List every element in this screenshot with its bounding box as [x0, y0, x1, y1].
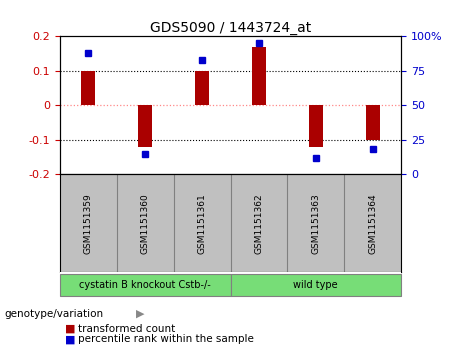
Title: GDS5090 / 1443724_at: GDS5090 / 1443724_at	[150, 21, 311, 35]
Bar	[138, 105, 152, 147]
Text: ■: ■	[65, 334, 75, 344]
Bar	[252, 46, 266, 105]
Text: ■: ■	[65, 323, 75, 334]
Bar	[81, 71, 95, 105]
Text: cystatin B knockout Cstb-/-: cystatin B knockout Cstb-/-	[79, 280, 211, 290]
Text: wild type: wild type	[294, 280, 338, 290]
Text: genotype/variation: genotype/variation	[5, 309, 104, 319]
Text: GSM1151359: GSM1151359	[84, 193, 93, 254]
Text: GSM1151362: GSM1151362	[254, 193, 263, 254]
Bar	[366, 105, 380, 140]
Text: transformed count: transformed count	[78, 323, 176, 334]
Bar	[60, 274, 230, 296]
Text: GSM1151363: GSM1151363	[311, 193, 320, 254]
Bar	[230, 274, 401, 296]
Text: GSM1151361: GSM1151361	[198, 193, 207, 254]
Text: percentile rank within the sample: percentile rank within the sample	[78, 334, 254, 344]
Text: ▶: ▶	[136, 309, 144, 319]
Text: GSM1151364: GSM1151364	[368, 193, 377, 254]
Text: GSM1151360: GSM1151360	[141, 193, 150, 254]
Bar	[309, 105, 323, 147]
Bar	[195, 71, 209, 105]
